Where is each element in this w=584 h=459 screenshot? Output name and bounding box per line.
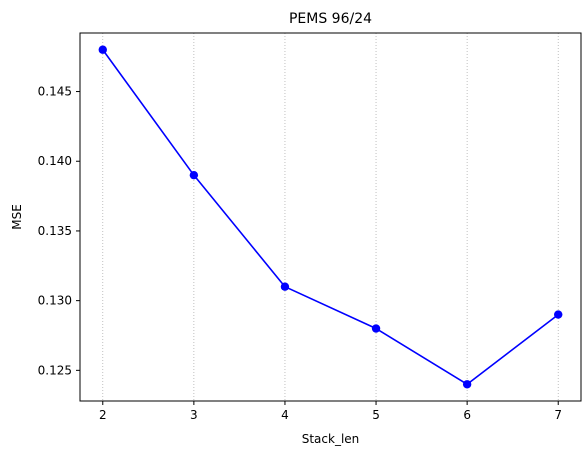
x-tick-label: 5 (372, 408, 380, 422)
x-tick-layer: 2 3 4 5 6 7 (99, 401, 562, 422)
chart-title: PEMS 96/24 (289, 11, 372, 27)
x-tick-label: 3 (190, 408, 198, 422)
data-point (371, 324, 381, 333)
data-point (280, 282, 290, 291)
x-tick-label: 6 (463, 408, 471, 422)
series-layer (98, 45, 563, 389)
data-point (462, 380, 472, 389)
plot-frame (79, 32, 582, 402)
y-tick-label: 0.145 (38, 85, 72, 99)
x-tick-label: 2 (99, 408, 107, 422)
x-tick-label: 7 (554, 408, 562, 422)
y-tick-layer: 0.125 0.130 0.135 0.140 0.145 (38, 85, 80, 377)
series-line (101, 48, 560, 386)
y-axis-label: MSE (10, 204, 24, 230)
grid-layer (102, 33, 559, 401)
data-point (98, 45, 107, 54)
x-axis-label: Stack_len (302, 432, 360, 446)
y-tick-label: 0.130 (38, 294, 72, 308)
y-tick-label: 0.135 (38, 224, 72, 238)
x-tick-label: 4 (281, 408, 289, 422)
data-point (189, 170, 199, 180)
y-tick-label: 0.125 (38, 363, 72, 377)
y-tick-label: 0.140 (38, 154, 72, 168)
data-point (554, 310, 563, 319)
